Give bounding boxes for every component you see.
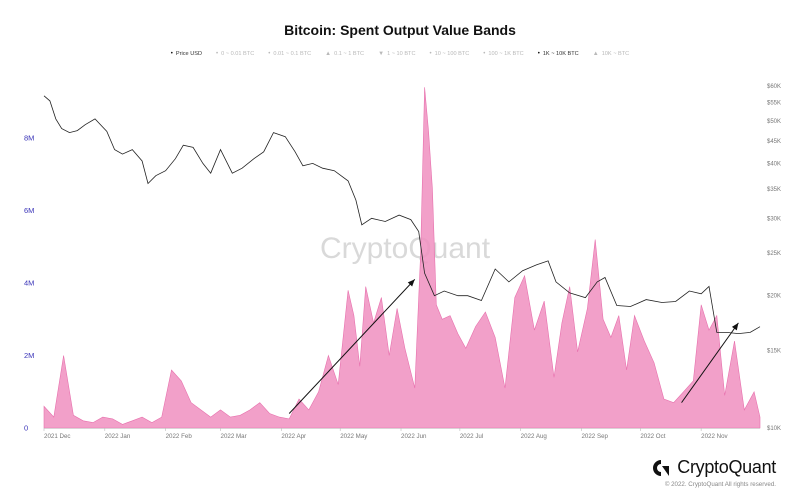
legend-marker-icon: ▲ <box>325 51 332 57</box>
legend-marker-icon: • <box>216 51 219 57</box>
legend-item[interactable]: • 100 ~ 1K BTC <box>483 51 523 57</box>
x-tick-label: 2022 May <box>340 433 368 440</box>
x-tick-label: 2022 Nov <box>701 433 728 440</box>
chart-legend: • Price USD • 0 ~ 0.01 BTC • 0.01 ~ 0.1 BTC ▲ 0… <box>0 51 800 57</box>
y-right-tick-label: $15K <box>767 349 781 355</box>
legend-marker-icon: • <box>429 51 432 57</box>
x-tick-label: 2022 Jan <box>105 433 131 440</box>
y-right-tick-label: $45K <box>767 139 781 145</box>
legend-label: 10 ~ 100 BTC <box>434 51 470 57</box>
x-tick-label: 2021 Dec <box>44 433 71 440</box>
legend-marker-icon: • <box>537 51 540 57</box>
legend-item[interactable]: • 1K ~ 10K BTC <box>538 51 579 57</box>
y-right-tick-label: $50K <box>767 119 781 125</box>
legend-item[interactable]: • 0.01 ~ 0.1 BTC <box>268 51 311 57</box>
annotation-arrow <box>288 279 416 414</box>
legend-label: 0 ~ 0.01 BTC <box>221 51 255 57</box>
legend-item[interactable]: • 10 ~ 100 BTC <box>430 51 470 57</box>
annotation-arrow <box>681 322 739 403</box>
legend-marker-icon: • <box>268 51 271 57</box>
legend-item[interactable]: • Price USD <box>171 51 202 57</box>
legend-label: 1 ~ 10 BTC <box>387 51 416 57</box>
legend-item[interactable]: ▲ 10K ~ BTC <box>593 51 629 57</box>
chart-title: Bitcoin: Spent Output Value Bands <box>284 22 516 38</box>
y-right-tick-label: $55K <box>767 101 781 107</box>
y-left-tick-label: 0 <box>24 424 28 433</box>
x-tick-label: 2022 Jul <box>460 433 483 440</box>
legend-label: 1K ~ 10K BTC <box>542 51 579 57</box>
y-right-tick-label: $35K <box>767 187 781 193</box>
x-tick-label: 2022 Aug <box>521 433 548 440</box>
legend-label: 0.1 ~ 1 BTC <box>334 51 365 57</box>
x-tick-label: 2022 Sep <box>581 433 608 440</box>
brand-name: CryptoQuant <box>677 457 776 477</box>
copyright-text: © 2022. CryptoQuant All rights reserved. <box>664 481 776 488</box>
watermark: CryptoQuant <box>320 232 491 265</box>
y-left-tick-label: 4M <box>24 279 34 288</box>
legend-marker-icon: ▼ <box>378 51 385 57</box>
y-left-tick-label: 6M <box>24 206 34 215</box>
legend-marker-icon: • <box>170 51 173 57</box>
y-right-tick-label: $60K <box>767 84 781 90</box>
legend-label: Price USD <box>175 51 203 57</box>
legend-item[interactable]: • 0 ~ 0.01 BTC <box>216 51 254 57</box>
y-right-tick-label: $20K <box>767 294 781 300</box>
annotation-arrowhead <box>407 279 415 287</box>
y-right-tick-label: $10K <box>767 426 781 432</box>
series-area-1k-10k-btc <box>43 87 761 429</box>
legend-item[interactable]: ▼ 1 ~ 10 BTC <box>378 51 415 57</box>
legend-label: 100 ~ 1K BTC <box>488 51 524 57</box>
cryptoquant-logo-icon <box>651 458 671 478</box>
legend-marker-icon: • <box>483 51 486 57</box>
x-tick-label: 2022 Jun <box>401 433 427 440</box>
annotation-arrowhead <box>731 322 739 331</box>
y-right-tick-label: $40K <box>767 161 781 167</box>
legend-marker-icon: ▲ <box>592 51 599 57</box>
brand-logo: CryptoQuant <box>651 457 776 478</box>
x-tick-label: 2022 Mar <box>221 433 247 440</box>
x-tick-label: 2022 Oct <box>640 433 665 440</box>
y-right-tick-label: $25K <box>767 251 781 257</box>
x-tick-label: 2022 Feb <box>166 433 193 440</box>
y-left-tick-label: 8M <box>24 134 34 143</box>
legend-item[interactable]: ▲ 0.1 ~ 1 BTC <box>325 51 364 57</box>
legend-label: 0.01 ~ 0.1 BTC <box>273 51 312 57</box>
series-line-price-usd <box>43 95 761 335</box>
y-right-tick-label: $30K <box>767 216 781 222</box>
y-left-tick-label: 2M <box>24 351 34 360</box>
x-tick-label: 2022 Apr <box>281 433 306 440</box>
legend-label: 10K ~ BTC <box>601 51 630 57</box>
